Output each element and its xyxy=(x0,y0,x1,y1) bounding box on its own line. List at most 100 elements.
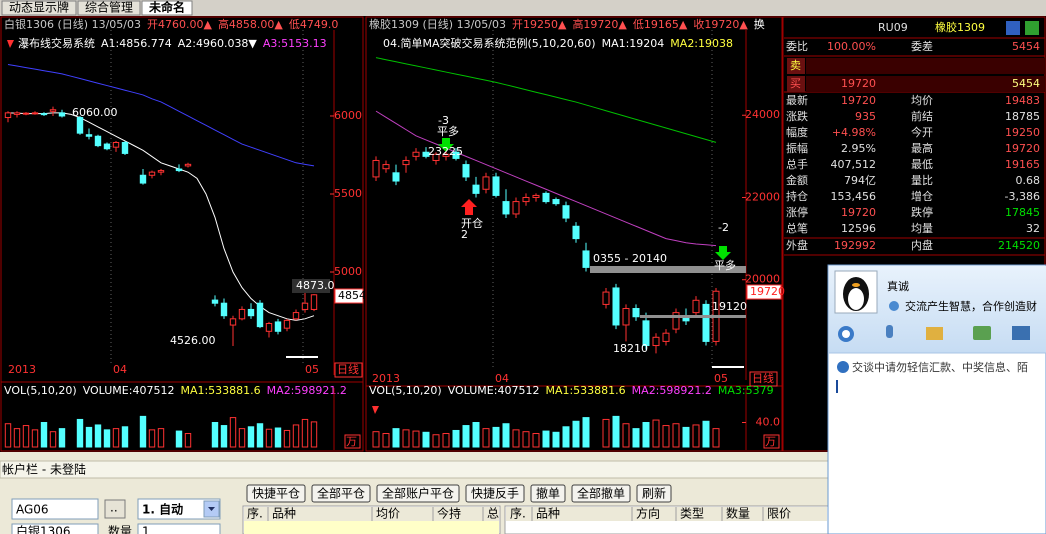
icon[interactable] xyxy=(1006,21,1020,35)
x-tick-label: 05 xyxy=(714,372,728,385)
volume-bar xyxy=(492,426,500,448)
quote-value: 935 xyxy=(855,110,876,123)
screen-icon[interactable] xyxy=(1012,326,1030,340)
avatar-penguin-belly xyxy=(848,288,864,310)
quote-value: 100.00% xyxy=(827,40,876,53)
volume-bar xyxy=(310,421,318,448)
annotation: 2 xyxy=(461,228,468,241)
candle-body xyxy=(112,142,120,148)
volume-bar xyxy=(562,426,570,448)
account: 帐户栏 - 未登陆 AG06 .. 1. 自动 白银1306 数量 1 快捷平仓… xyxy=(2,462,829,534)
bid-box xyxy=(787,76,805,92)
button[interactable] xyxy=(311,484,371,503)
header-item: 04.简单MA突破交易系统范例(5,10,20,60) xyxy=(383,36,596,50)
app-icon[interactable] xyxy=(973,326,991,340)
volume-bar xyxy=(482,428,490,448)
voice-icon[interactable] xyxy=(886,325,893,338)
price-tag-bg xyxy=(746,284,782,300)
volume-bar xyxy=(175,430,183,448)
header-item: 瀑布线交易系统 xyxy=(18,36,95,50)
icon[interactable] xyxy=(1025,21,1039,35)
qq-notice: 交谈中请勿轻信汇款、中奖信息、陌 xyxy=(852,360,1028,374)
volume-bar xyxy=(40,422,48,448)
volume-bar xyxy=(229,417,237,448)
candle-body xyxy=(662,332,670,342)
quote-value: -3,386 xyxy=(1005,190,1040,203)
candle-body xyxy=(482,176,490,190)
candle-body xyxy=(283,319,291,329)
price-tag: 4854 xyxy=(338,289,366,302)
code-input[interactable] xyxy=(11,498,99,520)
header-item: 低19165▲ xyxy=(633,18,688,31)
button[interactable] xyxy=(376,484,460,503)
button[interactable] xyxy=(571,484,631,503)
column-header: 类型 xyxy=(680,507,704,521)
tab[interactable] xyxy=(141,0,193,16)
volume-bar xyxy=(712,428,720,448)
annotation: 19120 xyxy=(712,300,747,313)
quote-label: 涨停 xyxy=(786,205,808,219)
account-title: 帐户栏 - 未登陆 xyxy=(2,462,86,477)
header-item: VOL(5,10,20) xyxy=(369,384,442,397)
candle-body xyxy=(702,303,710,342)
quote-label: 金额 xyxy=(786,173,808,187)
volume-bar xyxy=(238,428,246,448)
y-tick-label: 22000 xyxy=(745,190,780,203)
volume-bar xyxy=(632,428,640,448)
volume-bar xyxy=(452,429,460,448)
quote-value: 19165 xyxy=(1005,158,1040,171)
volume-bar xyxy=(432,434,440,448)
browse-button[interactable] xyxy=(104,499,126,519)
button[interactable] xyxy=(636,484,672,503)
volume-bar xyxy=(148,429,156,448)
header-item: A3:5153.13 xyxy=(263,37,327,50)
header: VOL(5,10,20) VOLUME:407512 MA1:533881.6 MA2… xyxy=(4,384,347,397)
header-item: 收19720▲ xyxy=(693,17,748,31)
candle-body xyxy=(672,312,680,330)
column-header: 方向 xyxy=(636,506,660,521)
button[interactable] xyxy=(530,484,566,503)
instrument-input[interactable] xyxy=(11,523,99,534)
button[interactable] xyxy=(246,484,306,503)
candle-body xyxy=(572,225,580,240)
x-tick-label: 2013 xyxy=(372,372,400,385)
button-label: 全部账户平仓 xyxy=(382,486,454,501)
y-tick-label: 6000 xyxy=(334,109,362,122)
candle-body xyxy=(532,194,540,198)
positions-row[interactable] xyxy=(244,521,499,534)
header: 橡胶1309 (日线) 13/05/03 开19250▲ 高19720▲ 低19165… xyxy=(369,17,765,31)
volume-bar xyxy=(622,423,630,448)
period-box xyxy=(749,371,778,387)
candle-body xyxy=(4,112,12,119)
candle-body xyxy=(40,113,48,116)
volume-bar xyxy=(442,433,450,448)
mode-value: 1. 自动 xyxy=(142,502,183,517)
volume-bar xyxy=(301,418,309,448)
candle-body xyxy=(652,336,660,347)
quote-label: 委差 xyxy=(911,39,933,53)
candle-body xyxy=(94,135,102,147)
tab[interactable] xyxy=(1,0,77,16)
quote-table: 委比 100.00% 委差 5454 卖买 19720 5454 最新 19720 均价 19483… xyxy=(784,37,1045,256)
button[interactable] xyxy=(465,484,525,503)
volume-bar xyxy=(392,428,400,448)
header-item: VOL(5,10,20) xyxy=(4,384,77,397)
tab-bar xyxy=(0,0,1046,16)
file-icon[interactable] xyxy=(926,327,943,340)
tab[interactable] xyxy=(77,0,141,16)
header: 04.简单MA突破交易系统范例(5,10,20,60) MA1:19204 MA2:… xyxy=(383,36,733,50)
mode-select[interactable] xyxy=(137,498,221,520)
volume-bar xyxy=(157,428,165,448)
volume-bar xyxy=(274,427,282,448)
header: 白银1306 (日线) 13/05/03 开4760.00▲ 高4858.00▲ 低4… xyxy=(4,17,338,31)
code-value: AG06 xyxy=(16,503,49,517)
quote-value: 0.68 xyxy=(1016,174,1041,187)
account-controls: 快捷平仓 全部平仓 全部账户平仓 快捷反手 撤单 全部撤单 刷新序. 品种 均价 今持总序. 品种方… xyxy=(244,484,827,521)
volume-bar xyxy=(292,424,300,448)
signature-icon xyxy=(889,301,899,311)
qty-input[interactable] xyxy=(137,523,221,534)
annotation: 6060.00 xyxy=(72,106,118,119)
volume-unit: 万 xyxy=(765,435,776,448)
